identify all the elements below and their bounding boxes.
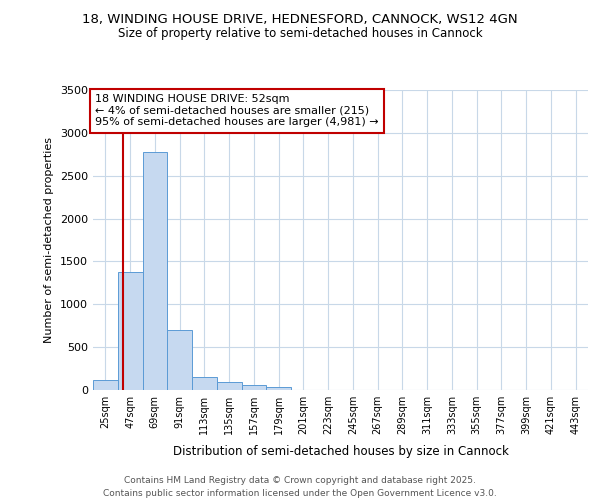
Text: Contains HM Land Registry data © Crown copyright and database right 2025.
Contai: Contains HM Land Registry data © Crown c… — [103, 476, 497, 498]
Bar — [192, 376, 217, 390]
Bar — [143, 152, 167, 390]
Text: 18 WINDING HOUSE DRIVE: 52sqm
← 4% of semi-detached houses are smaller (215)
95%: 18 WINDING HOUSE DRIVE: 52sqm ← 4% of se… — [95, 94, 379, 128]
Bar — [93, 380, 118, 390]
Bar — [167, 330, 192, 390]
Bar — [266, 387, 291, 390]
Bar — [118, 272, 143, 390]
Y-axis label: Number of semi-detached properties: Number of semi-detached properties — [44, 137, 55, 343]
Text: 18, WINDING HOUSE DRIVE, HEDNESFORD, CANNOCK, WS12 4GN: 18, WINDING HOUSE DRIVE, HEDNESFORD, CAN… — [82, 12, 518, 26]
X-axis label: Distribution of semi-detached houses by size in Cannock: Distribution of semi-detached houses by … — [173, 446, 508, 458]
Bar — [217, 382, 241, 390]
Text: Size of property relative to semi-detached houses in Cannock: Size of property relative to semi-detach… — [118, 28, 482, 40]
Bar — [241, 386, 266, 390]
